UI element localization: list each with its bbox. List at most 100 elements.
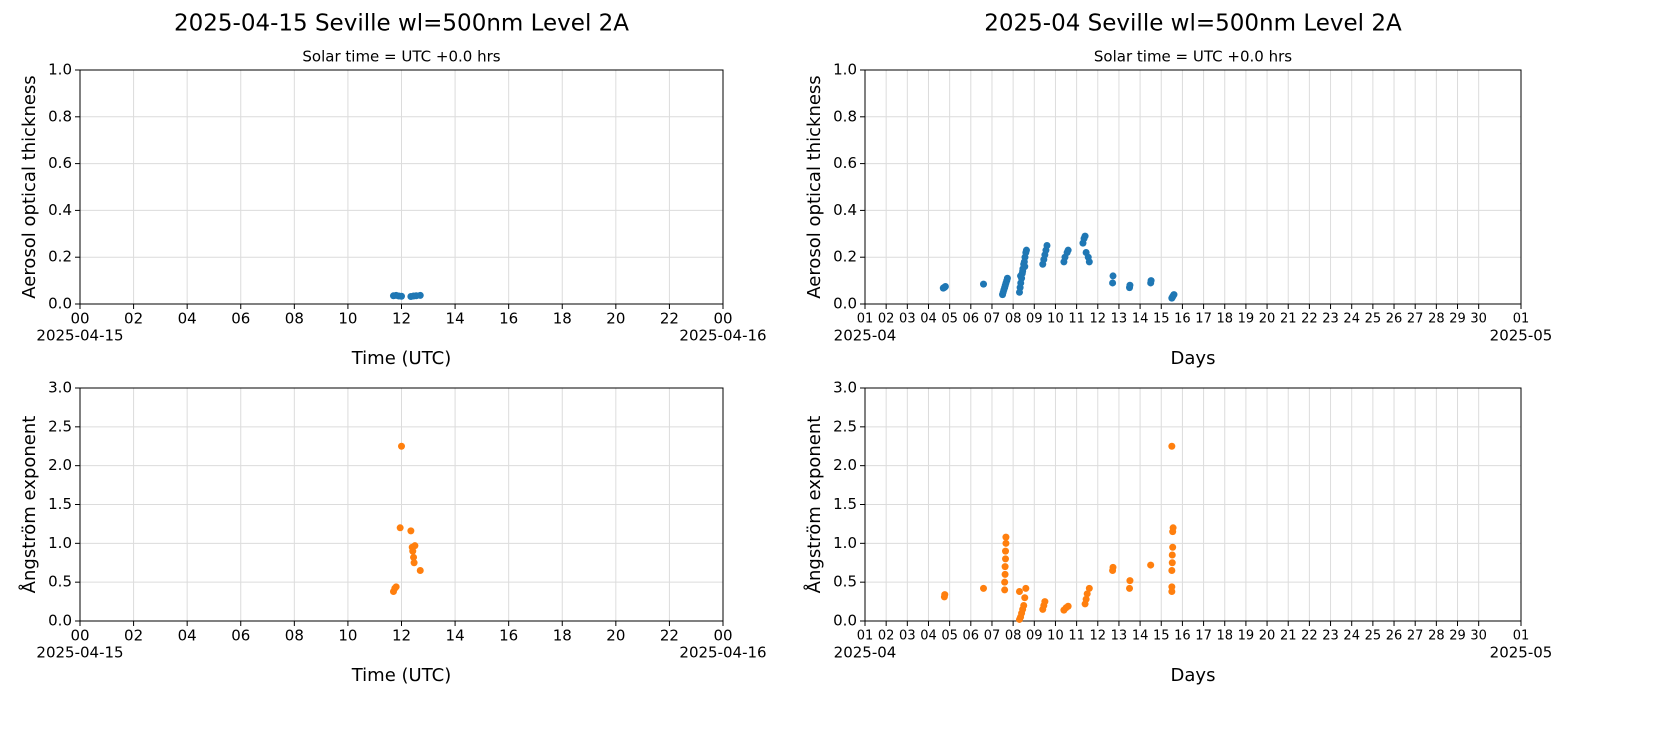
chart-title: 2025-04 Seville wl=500nm Level 2A [984,11,1402,37]
data-point [1082,595,1090,603]
x-tick-label: 12 [1090,629,1107,644]
x-tick-label: 20 [1259,629,1276,644]
x-axis-label: Time (UTC) [351,665,452,686]
data-point [1001,586,1009,594]
y-tick-label: 0.8 [48,107,72,125]
x-tick-label: 15 [1153,312,1170,327]
x-tick-label: 17 [1195,629,1212,644]
x-tick-label: 28 [1428,629,1445,644]
y-axis-label: Aerosol optical thickness [804,75,825,298]
y-tick-label: 3.0 [833,379,857,397]
data-point [980,280,988,288]
x-tick-label: 18 [553,310,572,328]
x-date-label: 2025-04-15 [36,327,123,345]
x-date-label: 2025-04 [834,644,897,662]
y-tick-label: 2.0 [48,456,72,474]
data-point [1126,577,1134,585]
y-tick-label: 0.0 [48,612,72,630]
x-date-label: 2025-04-16 [679,644,766,662]
y-tick-label: 1.5 [833,495,857,513]
data-point [1169,524,1177,532]
x-tick-label: 08 [285,310,304,328]
x-tick-label: 27 [1407,629,1424,644]
x-tick-label: 18 [1216,629,1233,644]
data-point [410,553,418,561]
data-point [1169,543,1177,551]
y-tick-label: 0.2 [833,248,857,266]
x-tick-label: 06 [231,627,250,645]
x-tick-label: 01 [857,629,874,644]
data-point [398,442,405,450]
y-tick-label: 0.8 [833,107,857,125]
plot-frame [864,69,1522,305]
x-tick-label: 26 [1386,312,1403,327]
data-point [1064,602,1072,610]
x-tick-label: 24 [1343,312,1360,327]
x-tick-label: 01 [857,312,874,327]
x-tick-label: 25 [1365,312,1382,327]
x-tick-label: 23 [1322,312,1339,327]
x-tick-label: 14 [1132,312,1149,327]
x-tick-label: 02 [124,310,143,328]
x-tick-label: 00 [713,627,732,645]
y-tick-label: 3.0 [48,379,72,397]
data-point [1083,590,1091,598]
data-point [1020,601,1028,609]
data-point [1002,539,1010,547]
x-tick-label: 22 [660,310,679,328]
data-point [1085,258,1093,266]
data-point [980,584,988,592]
data-point [398,292,405,300]
x-tick-label: 04 [178,627,197,645]
x-tick-label: 07 [984,629,1001,644]
y-tick-label: 1.5 [48,495,72,513]
y-axis-label: Ångström exponent [18,416,40,594]
x-tick-label: 12 [1090,312,1107,327]
y-tick-label: 0.5 [48,573,72,591]
data-point [1109,279,1117,287]
data-point [941,591,949,599]
data-point [1168,567,1176,575]
x-tick-label: 29 [1449,629,1466,644]
chart-subtitle: Solar time = UTC +0.0 hrs [302,48,500,66]
data-point [1109,563,1117,571]
data-point [1147,561,1155,569]
x-tick-label: 23 [1322,629,1339,644]
x-tick-label: 19 [1238,312,1255,327]
y-tick-label: 2.5 [48,417,72,435]
x-date-label: 2025-04-15 [36,644,123,662]
y-tick-label: 1.0 [833,61,857,79]
data-point [1168,559,1176,567]
x-tick-label: 14 [446,627,465,645]
x-tick-label: 10 [1047,312,1064,327]
chart-title: 2025-04-15 Seville wl=500nm Level 2A [174,11,629,37]
x-date-label: 2025-05 [1490,327,1553,345]
x-tick-label: 13 [1111,629,1128,644]
y-tick-label: 2.5 [833,417,857,435]
x-tick-label: 16 [499,627,518,645]
y-axis-label: Aerosol optical thickness [19,75,40,298]
data-point [1043,242,1051,249]
y-tick-label: 0.2 [48,248,72,266]
data-point [396,524,404,532]
data-point [1168,551,1176,559]
x-tick-label: 22 [1301,312,1318,327]
x-tick-label: 02 [878,629,895,644]
data-point [416,567,424,575]
x-tick-label: 08 [1005,312,1022,327]
x-tick-label: 12 [392,627,411,645]
x-tick-label: 00 [70,310,89,328]
x-tick-label: 16 [1174,312,1191,327]
x-tick-label: 04 [178,310,197,328]
x-tick-label: 13 [1111,312,1128,327]
data-point [1147,277,1155,285]
x-tick-label: 10 [338,627,357,645]
x-date-label: 2025-05 [1490,644,1553,662]
y-tick-label: 0.4 [48,201,72,219]
x-tick-label: 20 [606,627,625,645]
x-tick-label: 30 [1470,629,1487,644]
x-tick-label: 04 [920,629,937,644]
data-point [409,547,417,555]
data-point [1002,555,1010,563]
